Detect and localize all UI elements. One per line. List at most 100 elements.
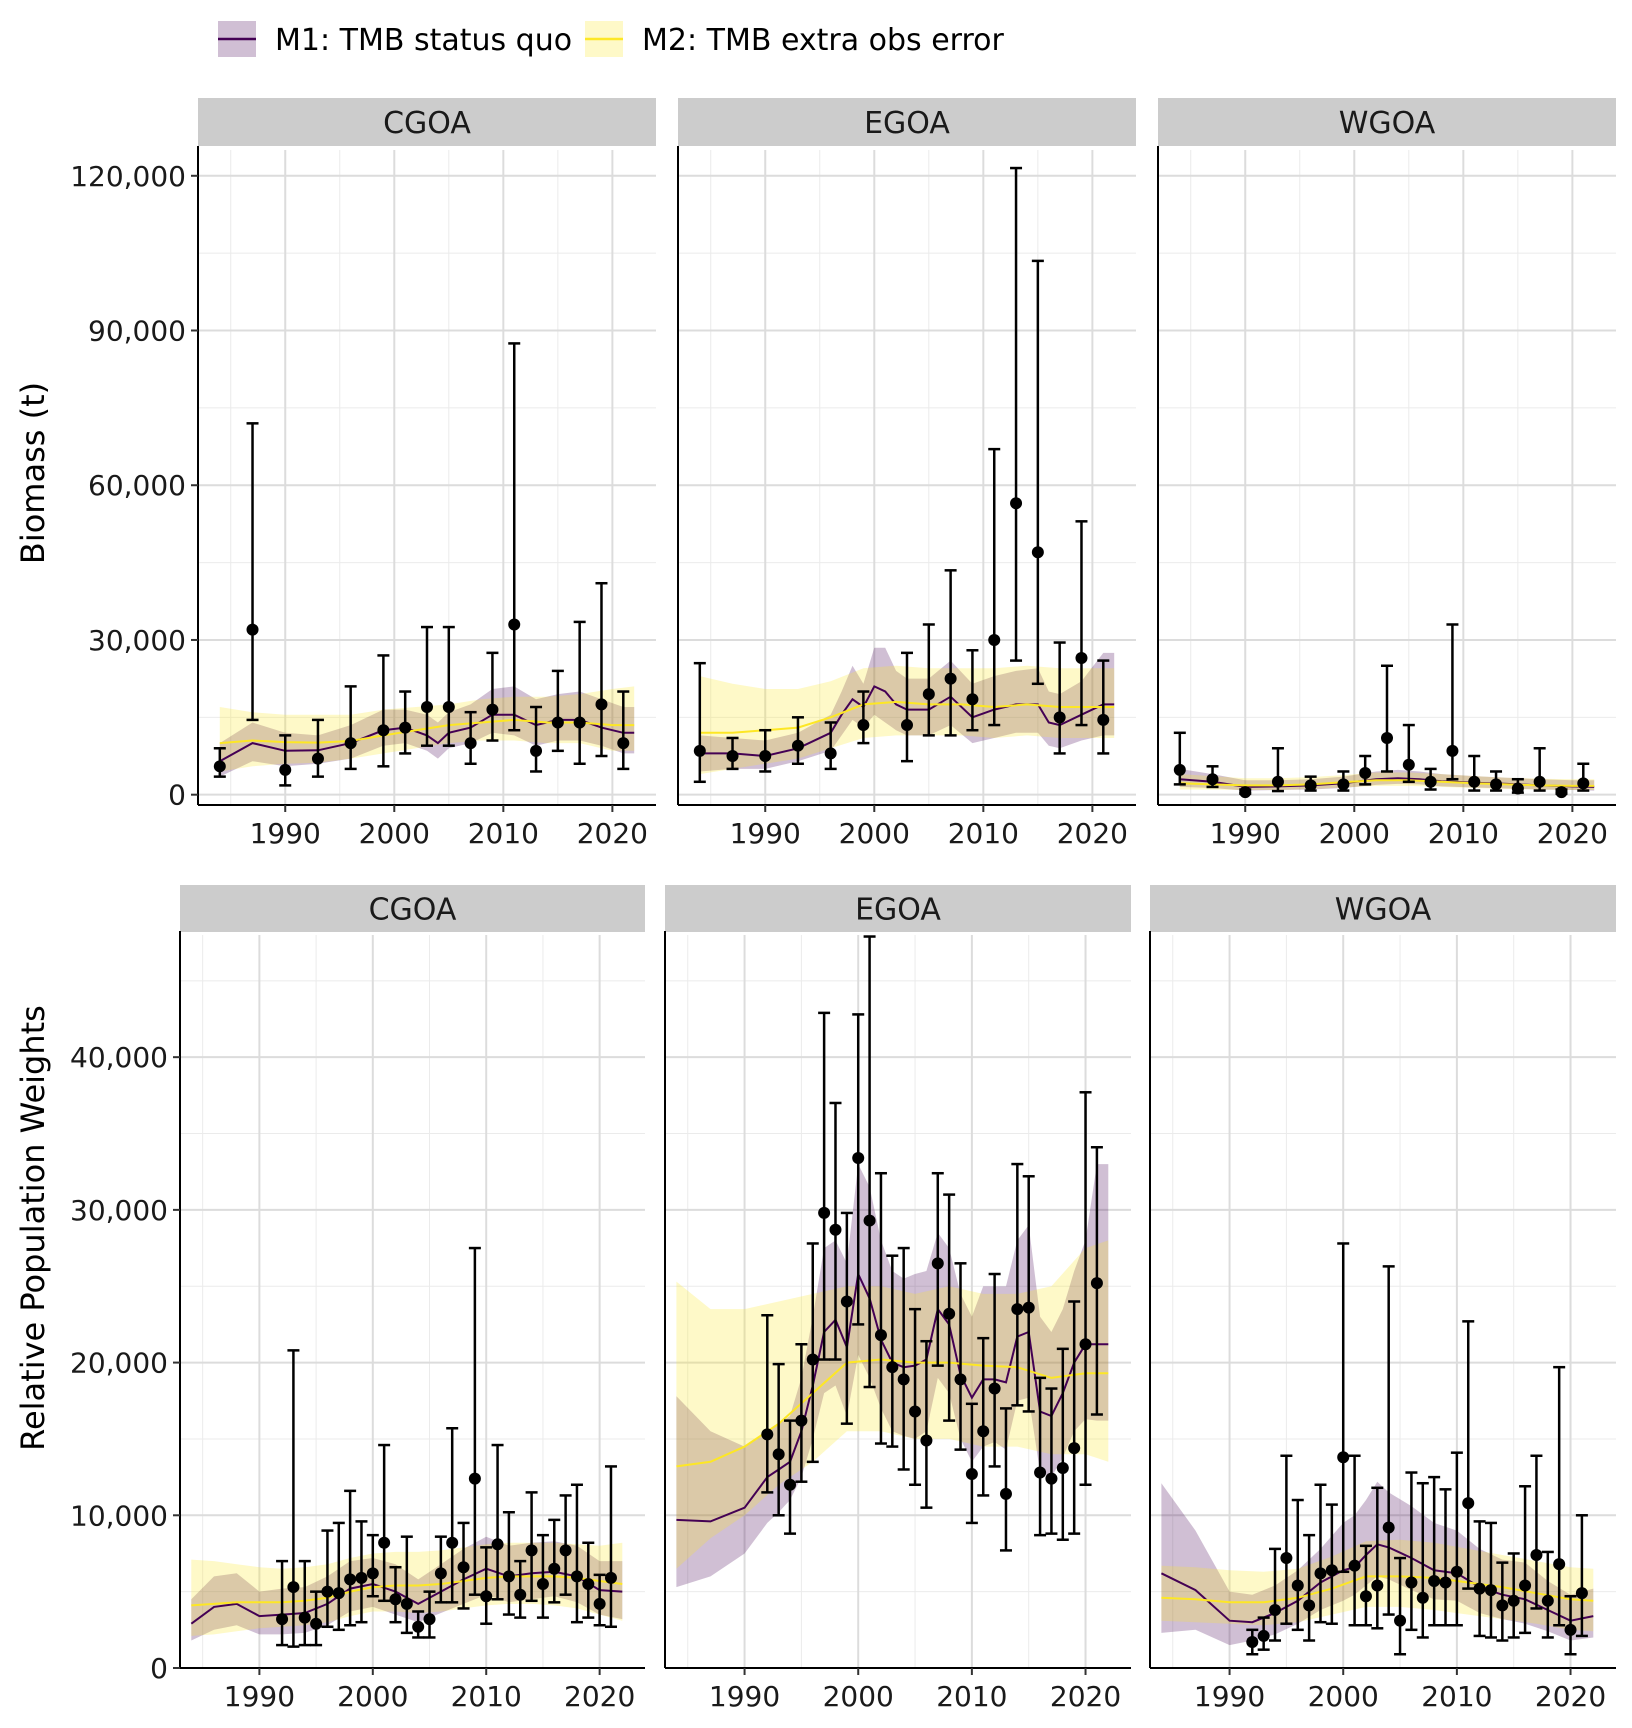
axes: 1990 2000 2010 2020 0 30,000 60,000 90,000 120,0…	[70, 146, 656, 850]
data-point	[1359, 767, 1372, 780]
error-bar	[344, 685, 357, 771]
data-point	[852, 1151, 865, 1164]
data-point	[1053, 711, 1066, 724]
x-tick-label: 2000	[1319, 817, 1390, 850]
error-bar	[1314, 1483, 1327, 1624]
error-bar	[1439, 1488, 1452, 1627]
strip-label-wgoa: WGOA	[1339, 106, 1436, 141]
error-bar	[502, 1510, 515, 1616]
strip-label-wgoa: WGOA	[1335, 893, 1432, 928]
error-bar	[421, 625, 433, 747]
x-tick-label: 2010	[936, 1680, 1007, 1713]
strip-background	[1150, 885, 1616, 932]
error-bar	[1022, 1175, 1035, 1413]
error-bar	[818, 1011, 831, 1361]
data-point	[1010, 497, 1023, 510]
error-bar	[1291, 1498, 1304, 1632]
data-point	[246, 623, 259, 636]
x-tick-label: 2010	[468, 817, 539, 850]
x-tick-label: 2000	[337, 1680, 408, 1713]
data-point	[1484, 1584, 1497, 1597]
data-point	[1533, 775, 1546, 788]
data-point	[298, 1611, 311, 1624]
bottom-row-y-axis-title: Relative Population Weights	[14, 1005, 52, 1451]
data-point	[784, 1478, 797, 1491]
error-bar	[287, 1349, 300, 1648]
data-point	[1257, 1629, 1270, 1642]
data-point	[551, 716, 564, 729]
data-point	[759, 750, 772, 763]
data-point	[874, 1329, 887, 1342]
error-bar	[1269, 1547, 1282, 1642]
error-bar	[1348, 1454, 1361, 1627]
x-tick-label: 2020	[1057, 817, 1128, 850]
data-point	[988, 1382, 1001, 1395]
error-bar	[772, 1362, 785, 1517]
data-point	[399, 721, 412, 734]
data-point	[1446, 744, 1459, 757]
data-point	[1271, 775, 1284, 788]
data-point	[1511, 782, 1524, 795]
data-point	[909, 1405, 922, 1418]
error-bar	[442, 625, 455, 747]
data-point	[1405, 1576, 1418, 1589]
error-bar	[1068, 1300, 1081, 1535]
data-point	[491, 1538, 504, 1551]
error-bar	[298, 1559, 311, 1647]
error-bar	[486, 651, 499, 742]
data-point	[1507, 1594, 1520, 1607]
y-tick-label: 120,000	[70, 160, 186, 193]
grid-lines	[678, 150, 1136, 805]
strip-label-cgoa: CGOA	[369, 893, 457, 928]
data-point	[344, 737, 357, 750]
x-tick-label: 2000	[839, 817, 910, 850]
data-point	[1394, 1614, 1407, 1627]
data-point	[514, 1588, 527, 1601]
error-bar	[795, 1343, 808, 1483]
data-point	[1314, 1567, 1327, 1580]
line-m2	[1161, 1575, 1594, 1604]
data-point	[595, 698, 608, 711]
data-point	[1011, 1303, 1024, 1316]
error-bar	[1416, 1481, 1429, 1639]
strip-background	[678, 98, 1136, 146]
error-bar	[276, 1559, 289, 1647]
plot-area	[190, 1246, 623, 1648]
grid-lines	[1150, 935, 1616, 1669]
data-point	[1416, 1591, 1429, 1604]
strip-label-egoa: EGOA	[855, 893, 941, 928]
error-bar	[857, 690, 870, 745]
data-point	[977, 1425, 990, 1438]
y-tick-label: 90,000	[88, 315, 186, 348]
axes: 1990 2000 2010 2020 0 10,000 20,000 30,000 40,00…	[70, 931, 645, 1713]
data-point	[791, 739, 804, 752]
error-bar	[1462, 1320, 1475, 1590]
data-point	[1553, 1558, 1566, 1571]
plot-area	[676, 935, 1109, 1588]
data-point	[1056, 1461, 1069, 1474]
data-point	[276, 1613, 289, 1626]
data-point	[434, 1567, 447, 1580]
data-point	[1325, 1564, 1338, 1577]
error-bar	[355, 1520, 368, 1624]
data-point	[795, 1414, 808, 1427]
error-bar	[1382, 1265, 1395, 1616]
error-bar	[897, 1246, 910, 1471]
data-point	[761, 1428, 774, 1441]
data-point	[582, 1578, 595, 1591]
data-point	[1490, 778, 1503, 791]
data-point	[508, 618, 521, 631]
data-point	[378, 1536, 391, 1549]
axes: 1990 2000 2010 2020	[1157, 146, 1616, 850]
error-bar	[852, 1013, 865, 1326]
strip-background	[198, 98, 656, 146]
x-tick-label: 1990	[730, 817, 801, 850]
plot-area	[1173, 623, 1595, 799]
error-bar	[1010, 166, 1023, 662]
data-point	[1034, 1466, 1047, 1479]
axes: 1990 2000 2010 2020	[1149, 931, 1616, 1713]
error-bar	[1034, 1376, 1047, 1537]
error-bar	[806, 1242, 819, 1464]
data-point	[829, 1223, 842, 1236]
x-tick-label: 2000	[1308, 1680, 1379, 1713]
